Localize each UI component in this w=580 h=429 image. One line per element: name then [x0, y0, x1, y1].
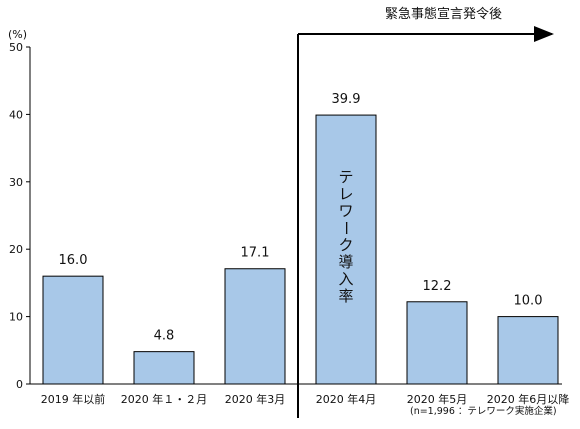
- y-tick-label: 50: [9, 41, 23, 54]
- bar: [42, 275, 104, 385]
- y-tick-label: 10: [9, 311, 23, 324]
- highlight-label-char: 入: [338, 270, 353, 288]
- highlight-label-char: ー: [337, 220, 355, 235]
- value-label: 39.9: [332, 92, 361, 107]
- value-label: 17.1: [241, 246, 270, 261]
- category-label: 2020 年4月: [316, 392, 377, 406]
- bar: [133, 351, 195, 385]
- highlight-label-char: ク: [338, 236, 353, 254]
- y-tick-label: 30: [9, 176, 23, 189]
- value-labels-group: 16.0 4.8 17.1 39.9 12.2 10.0: [59, 92, 543, 344]
- bars-group: [42, 114, 559, 385]
- y-axis-unit-label: (%): [8, 28, 27, 41]
- highlight-label-char: 導: [338, 253, 353, 271]
- bar: [406, 301, 468, 385]
- value-label: 12.2: [423, 279, 452, 294]
- value-label: 4.8: [154, 329, 175, 344]
- y-tick-label: 0: [16, 378, 23, 391]
- value-label: 16.0: [59, 253, 88, 268]
- bar: [224, 268, 286, 385]
- category-label: 2019 年以前: [41, 392, 106, 406]
- highlight-label-char: テ: [338, 168, 353, 186]
- category-labels-group: 2019 年以前 2020 年１・２月 2020 年3月 2020 年4月 2020 年…: [41, 392, 570, 406]
- emergency-label: 緊急事態宣言発令後: [385, 6, 502, 22]
- category-label: 2020 年１・２月: [121, 392, 208, 406]
- highlight-label-char: 率: [338, 287, 353, 305]
- category-label: 2020 年3月: [225, 392, 286, 406]
- y-axis-ticks: 0 10 20 30 40 50: [9, 41, 30, 391]
- highlight-label-char: ワ: [338, 202, 353, 220]
- bar: [315, 114, 377, 385]
- y-tick-label: 20: [9, 243, 23, 256]
- category-label: 2020 年5月: [407, 392, 468, 406]
- value-label: 10.0: [514, 294, 543, 309]
- category-label: 2020 年6月以降: [487, 392, 570, 406]
- bar: [497, 316, 559, 385]
- highlight-label-char: レ: [338, 185, 353, 203]
- y-tick-label: 40: [9, 108, 23, 121]
- sample-note: (n=1,996 ：テレワーク実施企業): [410, 405, 557, 417]
